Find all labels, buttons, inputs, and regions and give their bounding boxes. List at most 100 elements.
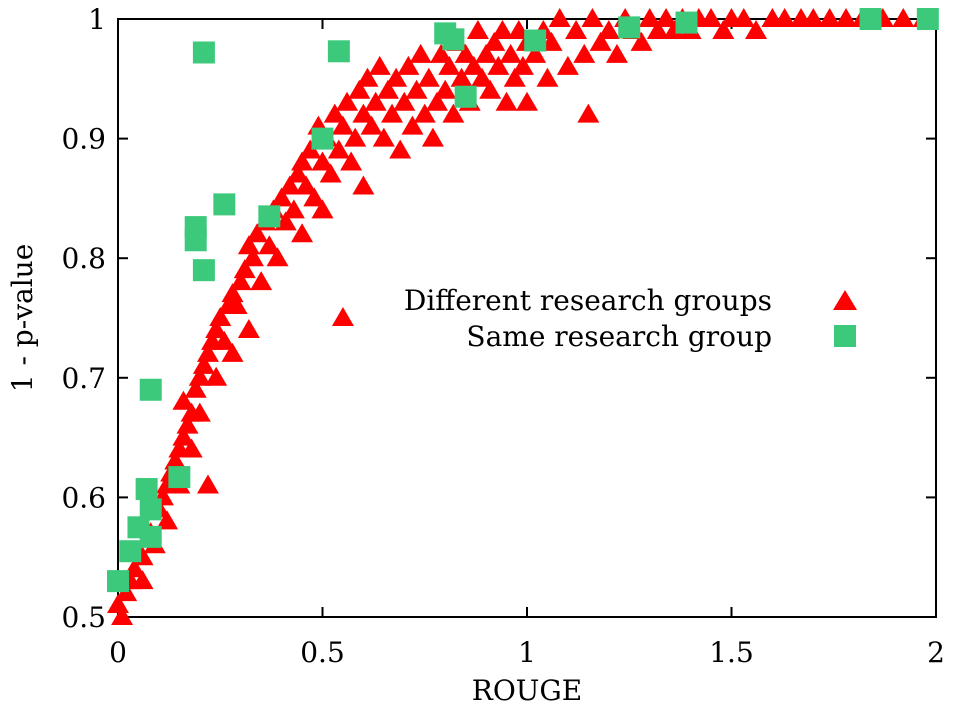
point-different-groups <box>389 139 412 159</box>
point-different-groups <box>266 247 289 267</box>
point-same-group <box>916 8 939 30</box>
point-different-groups <box>393 91 416 111</box>
x-axis-label: ROUGE <box>472 674 582 707</box>
point-different-groups <box>368 55 391 75</box>
point-different-groups <box>221 283 244 303</box>
point-different-groups <box>319 163 342 183</box>
point-different-groups <box>712 19 735 39</box>
x-tick-label: 1 <box>518 636 536 669</box>
point-different-groups <box>556 55 579 75</box>
point-different-groups <box>499 43 522 63</box>
point-different-groups <box>360 115 383 135</box>
point-different-groups <box>352 103 375 123</box>
point-same-group <box>311 127 334 150</box>
point-different-groups <box>426 91 449 111</box>
point-different-groups <box>250 271 273 291</box>
point-different-groups <box>331 307 354 326</box>
point-different-groups <box>646 19 669 39</box>
point-different-groups <box>663 19 686 39</box>
point-different-groups <box>107 594 129 614</box>
point-different-groups <box>327 139 350 159</box>
point-different-groups <box>491 19 514 39</box>
point-different-groups <box>892 8 915 27</box>
point-different-groups <box>450 67 473 87</box>
point-different-groups <box>356 67 379 87</box>
point-same-group <box>192 259 215 282</box>
point-different-groups <box>241 247 264 267</box>
point-different-groups <box>409 43 432 63</box>
point-same-group <box>192 41 215 64</box>
point-different-groups <box>303 187 326 207</box>
point-different-groups <box>503 67 526 87</box>
x-tick-label: 2 <box>927 636 945 669</box>
point-different-groups <box>221 342 244 362</box>
point-different-groups <box>348 79 371 99</box>
x-tick-label: 0.5 <box>300 636 345 669</box>
point-different-groups <box>196 474 219 494</box>
point-different-groups <box>466 19 489 39</box>
point-different-groups <box>376 79 399 99</box>
point-different-groups <box>184 378 207 398</box>
point-different-groups <box>270 187 293 207</box>
point-different-groups <box>577 103 600 123</box>
point-different-groups <box>372 127 395 147</box>
x-tick-label: 1.5 <box>709 636 754 669</box>
point-same-group <box>258 205 281 228</box>
point-different-groups <box>401 115 424 135</box>
y-axis-label: 1 - p-value <box>6 244 39 393</box>
point-different-groups <box>773 8 796 27</box>
point-different-groups <box>417 67 440 87</box>
point-different-groups <box>495 91 518 111</box>
point-different-groups <box>336 91 359 111</box>
point-different-groups <box>213 330 236 350</box>
point-different-groups <box>196 342 219 362</box>
point-different-groups <box>233 259 256 279</box>
point-same-group <box>327 40 350 63</box>
point-same-group <box>213 193 236 216</box>
y-tick-label: 0.7 <box>61 362 106 395</box>
point-same-group <box>139 498 162 521</box>
point-different-groups <box>483 31 506 51</box>
point-different-groups <box>381 103 404 123</box>
point-different-groups <box>536 67 559 87</box>
y-tick-label: 0.8 <box>61 242 106 275</box>
point-same-group <box>675 11 698 34</box>
point-different-groups <box>511 55 534 75</box>
point-different-groups <box>311 151 334 171</box>
point-different-groups <box>331 115 354 135</box>
point-different-groups <box>462 55 485 75</box>
y-tick-label: 0.6 <box>61 481 106 514</box>
point-different-groups <box>630 31 653 51</box>
point-different-groups <box>573 43 596 63</box>
legend-square-icon <box>834 325 856 347</box>
point-different-groups <box>385 67 408 87</box>
legend: Different research groups Same research … <box>404 284 857 353</box>
point-same-group <box>618 16 641 39</box>
point-same-group <box>524 29 547 52</box>
point-different-groups <box>246 223 269 243</box>
point-different-groups <box>438 55 461 75</box>
point-different-groups <box>209 307 232 326</box>
point-different-groups <box>323 103 346 123</box>
point-different-groups <box>180 438 203 458</box>
point-different-groups <box>818 8 841 27</box>
point-different-groups <box>111 606 134 625</box>
y-tick-label: 0.9 <box>61 123 106 156</box>
point-different-groups <box>589 31 612 51</box>
y-tick-label: 1 <box>88 3 106 36</box>
point-different-groups <box>581 8 604 27</box>
point-different-groups <box>131 570 154 590</box>
point-different-groups <box>172 426 195 446</box>
point-different-groups <box>237 318 260 338</box>
point-different-groups <box>700 8 723 27</box>
point-different-groups <box>164 450 187 470</box>
point-different-groups <box>295 175 318 195</box>
point-different-groups <box>352 175 375 195</box>
x-tick-label: 0 <box>109 636 127 669</box>
point-same-group <box>107 570 129 593</box>
point-same-group <box>859 8 882 30</box>
point-different-groups <box>524 43 547 63</box>
point-different-groups <box>421 127 444 147</box>
point-different-groups <box>156 510 179 530</box>
